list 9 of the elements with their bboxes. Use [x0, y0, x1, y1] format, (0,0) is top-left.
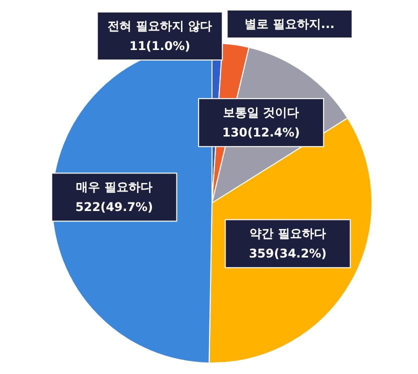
- data-label: 522(49.7%): [75, 200, 154, 214]
- slice-label: 별로 필요하지...: [244, 17, 335, 31]
- slice-label: 매우 필요하다: [76, 180, 152, 194]
- data-label: 11(1.0%): [129, 39, 190, 53]
- data-label: 130(12.4%): [222, 126, 300, 140]
- data-label: 359(34.2%): [248, 246, 327, 261]
- slice-label: 보통일 것이다: [223, 106, 300, 120]
- slice-label: 전혀 필요하지 않다: [108, 19, 212, 33]
- slice-label: 약간 필요하다: [250, 226, 326, 241]
